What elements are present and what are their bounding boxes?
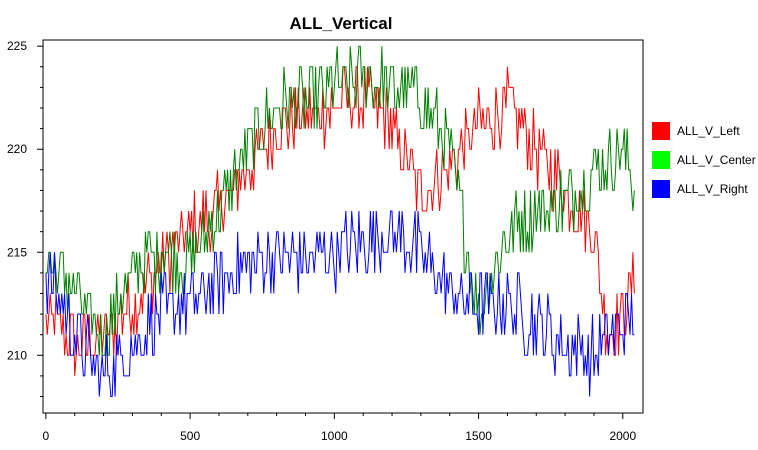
x-tick-label: 1000 [321,429,348,443]
legend-swatch [652,151,670,169]
chart-title: ALL_Vertical [290,14,393,33]
y-tick-label: 220 [7,142,27,156]
series-line-all-v-right [45,210,635,397]
axes: 0 500 1000 1500 2000 210 215 220 225 [7,39,644,443]
x-tick-label: 2000 [609,429,636,443]
y-tick-label: 215 [7,245,27,259]
legend-label: ALL_V_Left [677,124,740,138]
x-tick-label: 500 [180,429,200,443]
legend-swatch [652,122,670,140]
plot-frame [42,39,644,414]
legend-swatch [652,180,670,198]
plot-area [45,45,635,397]
x-tick-label: 1500 [465,429,492,443]
series-line-all-v-center [45,45,635,356]
x-tick-label: 0 [43,429,50,443]
legend: ALL_V_Left ALL_V_Center ALL_V_Right [652,122,756,198]
legend-label: ALL_V_Right [677,182,748,196]
y-tick-label: 225 [7,39,27,53]
legend-label: ALL_V_Center [677,153,756,167]
y-tick-label: 210 [7,348,27,362]
